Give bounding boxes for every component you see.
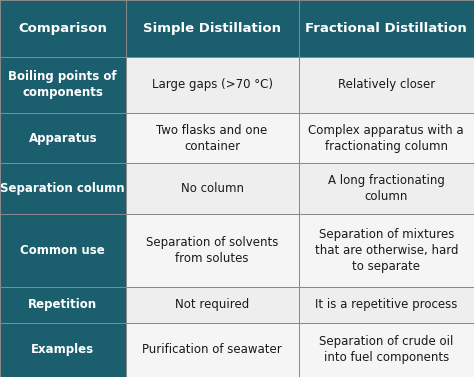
Text: Separation of mixtures
that are otherwise, hard
to separate: Separation of mixtures that are otherwis… [315,228,458,273]
Text: No column: No column [181,182,244,195]
Bar [299,214,474,287]
Text: Large gaps (>70 °C): Large gaps (>70 °C) [152,78,273,91]
Text: Common use: Common use [20,244,105,257]
Bar [126,163,299,214]
Bar [299,323,474,377]
Bar [299,57,474,113]
Bar [0,323,126,377]
Text: Relatively closer: Relatively closer [337,78,435,91]
Text: Separation of crude oil
into fuel components: Separation of crude oil into fuel compon… [319,335,454,364]
Bar [0,287,126,323]
Text: It is a repetitive process: It is a repetitive process [315,298,457,311]
Bar [126,0,299,57]
Text: Not required: Not required [175,298,249,311]
Bar [299,287,474,323]
Bar [126,287,299,323]
Bar [0,163,126,214]
Text: Separation column: Separation column [0,182,125,195]
Text: A long fractionating
column: A long fractionating column [328,174,445,203]
Text: Simple Distillation: Simple Distillation [143,22,281,35]
Bar [299,113,474,163]
Text: Separation of solvents
from solutes: Separation of solvents from solutes [146,236,278,265]
Bar [126,214,299,287]
Text: Two flasks and one
container: Two flasks and one container [156,124,268,153]
Bar [299,163,474,214]
Bar [126,323,299,377]
Bar [0,57,126,113]
Text: Boiling points of
components: Boiling points of components [9,70,117,99]
Bar [0,113,126,163]
Bar [0,214,126,287]
Bar [0,0,126,57]
Bar [126,113,299,163]
Bar [126,57,299,113]
Text: Fractional Distillation: Fractional Distillation [305,22,467,35]
Text: Comparison: Comparison [18,22,107,35]
Text: Apparatus: Apparatus [28,132,97,145]
Bar [299,0,474,57]
Text: Repetition: Repetition [28,298,97,311]
Text: Complex apparatus with a
fractionating column: Complex apparatus with a fractionating c… [309,124,464,153]
Text: Examples: Examples [31,343,94,356]
Text: Purification of seawater: Purification of seawater [142,343,282,356]
